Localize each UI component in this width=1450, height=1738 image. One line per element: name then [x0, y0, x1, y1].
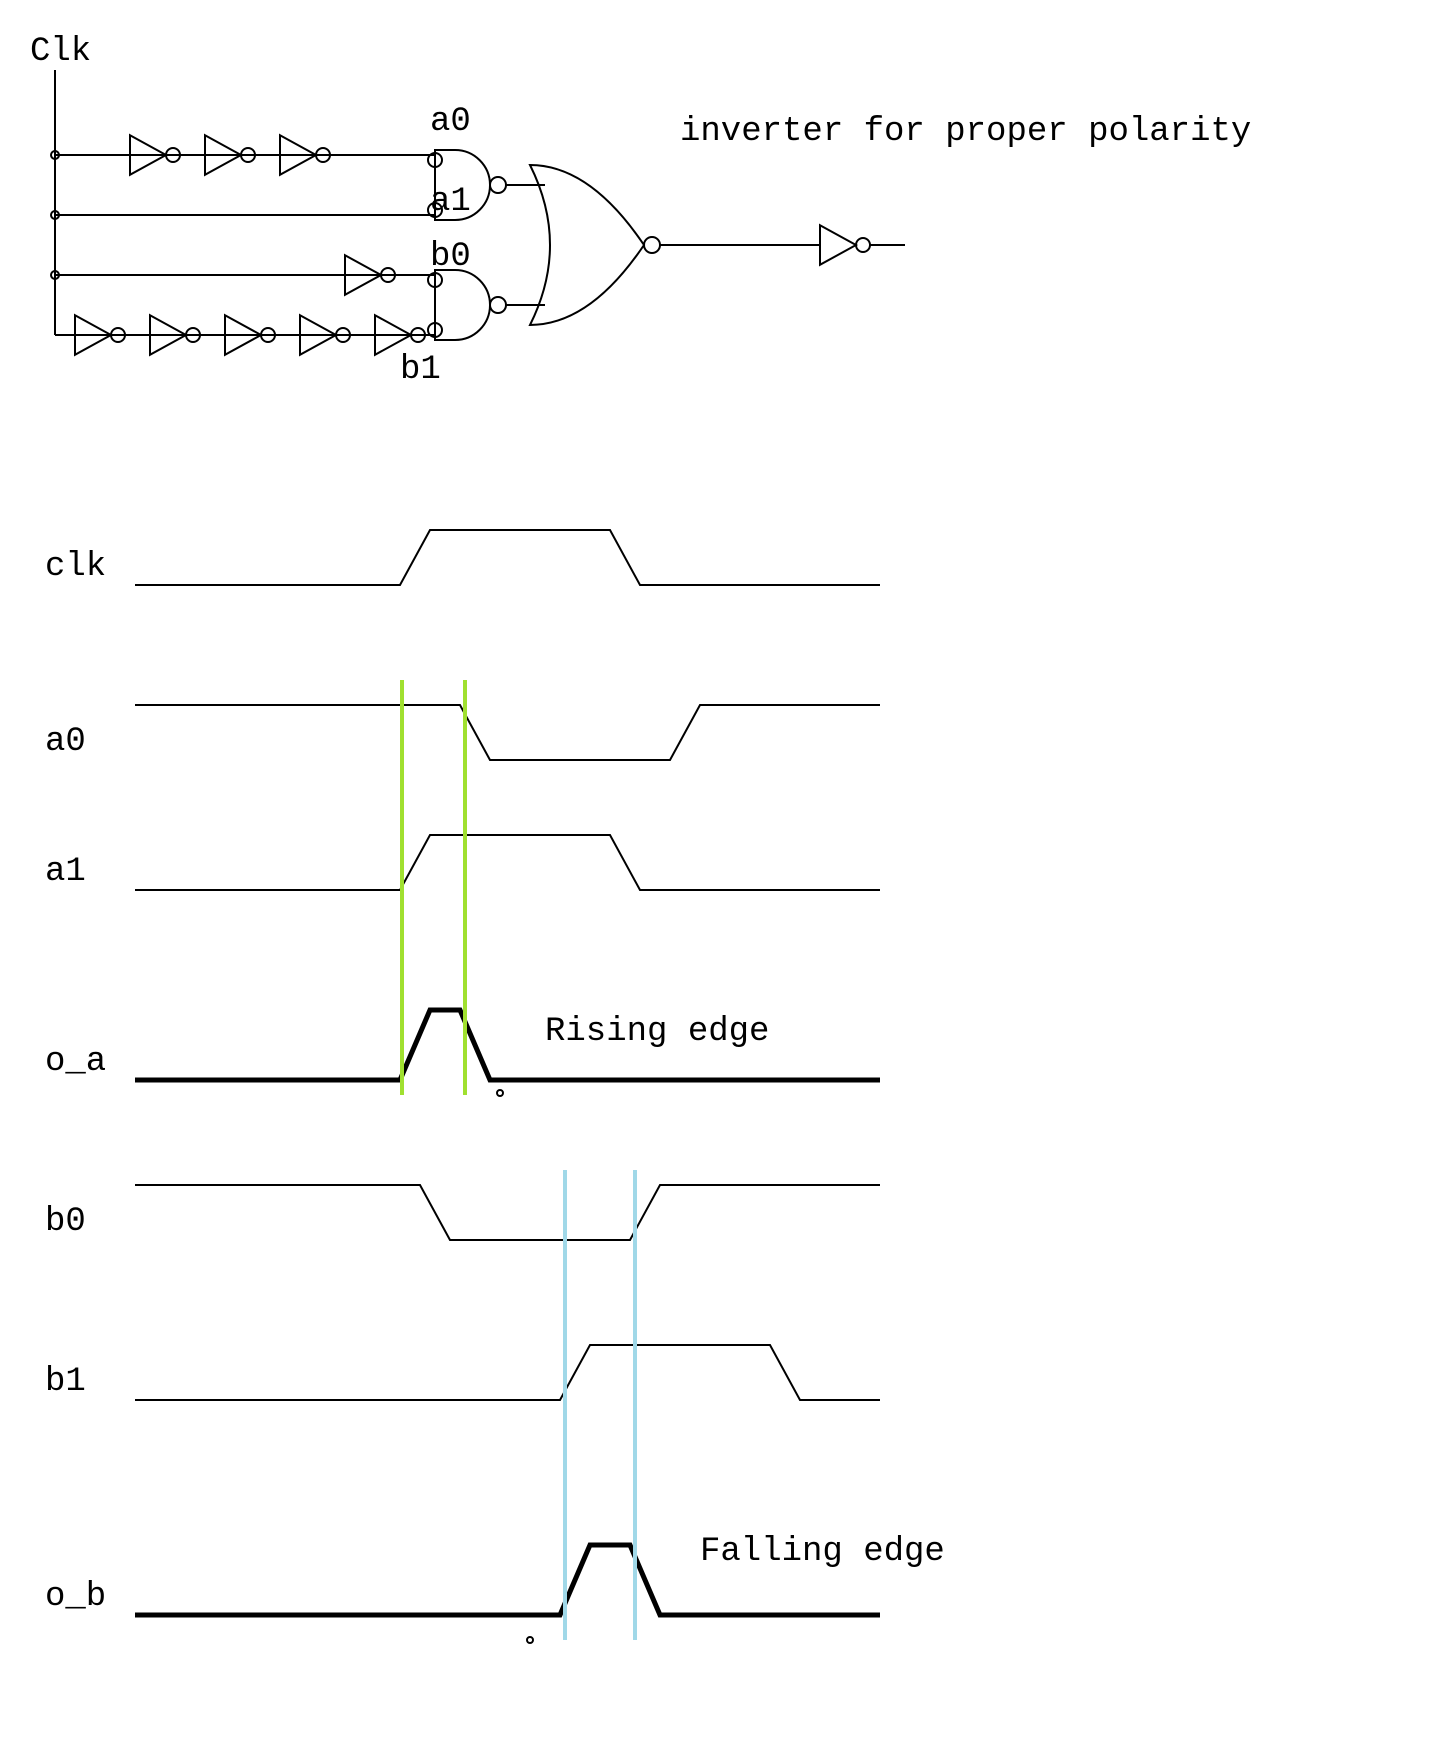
diagram-canvas: Clk a0 a1 b0 b1 inverter for proper polarity c…: [0, 0, 1450, 1738]
wave-b1: [135, 1345, 880, 1400]
label-o_a: o_a: [45, 1043, 106, 1081]
label-clk: clk: [45, 548, 106, 586]
annotation-0: Rising edge: [545, 1013, 769, 1051]
net-b1: b1: [400, 351, 441, 389]
annotation-1: Falling edge: [700, 1533, 945, 1571]
net-a1: a1: [430, 183, 471, 221]
net-a0: a0: [430, 103, 471, 141]
label-o_b: o_b: [45, 1578, 106, 1616]
wave-a0: [135, 705, 880, 760]
comment-inverter-polarity: inverter for proper polarity: [680, 113, 1251, 151]
label-b1: b1: [45, 1363, 86, 1401]
label-b0: b0: [45, 1203, 86, 1241]
wave-clk: [135, 530, 880, 585]
label-a1: a1: [45, 853, 86, 891]
clk-label: Clk: [30, 33, 91, 71]
wave-a1: [135, 835, 880, 890]
wave-b0: [135, 1185, 880, 1240]
label-a0: a0: [45, 723, 86, 761]
